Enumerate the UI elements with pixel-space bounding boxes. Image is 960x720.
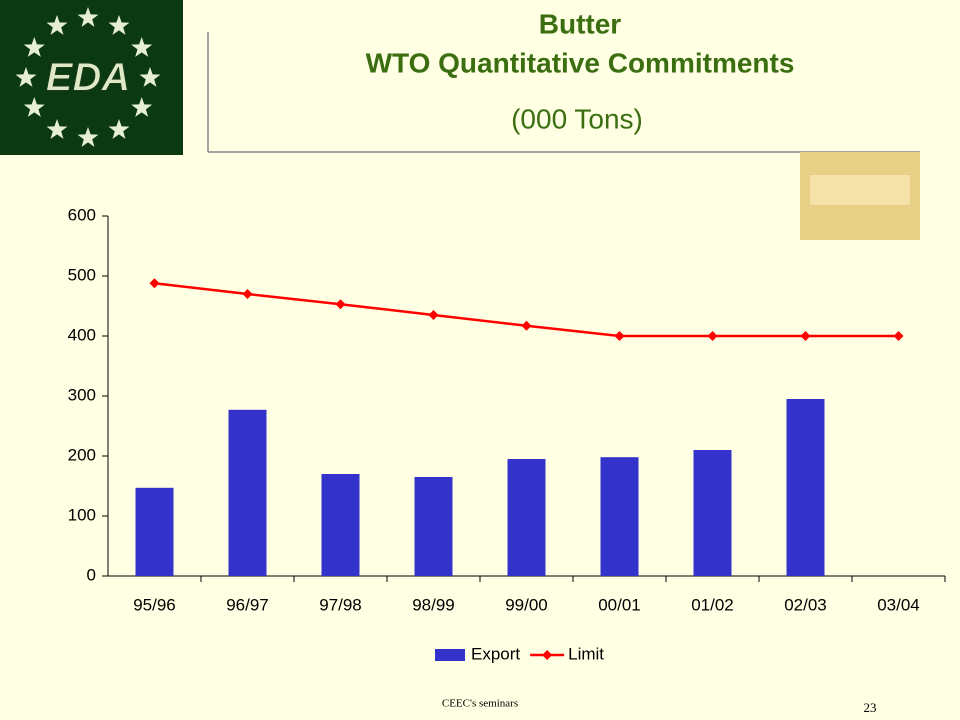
line-marker (335, 299, 346, 310)
logo-star (131, 37, 153, 57)
logo-star (131, 97, 153, 117)
line-marker (149, 278, 160, 289)
chart-subtitle: WTO Quantitative Commitments (366, 47, 795, 78)
legend-swatch (435, 649, 465, 661)
x-tick-label: 02/03 (784, 595, 827, 614)
line-marker (614, 331, 625, 341)
line-marker (800, 331, 811, 341)
logo-star (15, 67, 37, 87)
y-tick-label: 500 (68, 265, 96, 284)
legend-label: Limit (568, 644, 604, 663)
y-tick-label: 200 (68, 445, 96, 464)
bar (693, 450, 732, 576)
y-tick-label: 400 (68, 325, 96, 344)
y-tick-label: 600 (68, 205, 96, 224)
page-number: 23 (864, 700, 877, 715)
logo-text: EDA (46, 56, 130, 100)
x-tick-label: 03/04 (877, 595, 920, 614)
y-tick-label: 300 (68, 385, 96, 404)
logo-star (108, 119, 130, 139)
chart-title: Butter (539, 8, 622, 39)
logo-star (23, 97, 45, 117)
line-marker (893, 331, 904, 341)
line-marker (242, 289, 253, 299)
x-tick-label: 01/02 (691, 595, 734, 614)
x-tick-label: 98/99 (412, 595, 455, 614)
bar (414, 477, 453, 576)
line-marker (521, 320, 532, 331)
y-tick-label: 0 (87, 565, 96, 584)
y-tick-label: 100 (68, 505, 96, 524)
unit-label: (000 Tons) (511, 103, 643, 134)
legend-label: Export (471, 644, 520, 663)
logo-stars (15, 7, 161, 147)
line-marker (707, 331, 718, 341)
logo-star (46, 15, 68, 35)
bar (228, 409, 267, 576)
bar (600, 457, 639, 576)
bar (135, 487, 174, 576)
footer-text: CEEC's seminars (442, 698, 518, 710)
x-tick-label: 95/96 (133, 595, 176, 614)
logo-star (46, 119, 68, 139)
x-tick-label: 97/98 (319, 595, 362, 614)
logo-star (139, 67, 161, 87)
logo-star (23, 37, 45, 57)
line-marker (428, 310, 439, 320)
logo-star (108, 15, 130, 35)
legend-swatch (542, 650, 553, 660)
bar (321, 474, 360, 576)
x-tick-label: 00/01 (598, 595, 641, 614)
logo-star (77, 7, 99, 27)
logo-star (77, 127, 99, 147)
x-tick-label: 99/00 (505, 595, 548, 614)
bar (507, 459, 546, 576)
x-tick-label: 96/97 (226, 595, 269, 614)
butter-image (810, 175, 910, 205)
bar (786, 399, 825, 576)
